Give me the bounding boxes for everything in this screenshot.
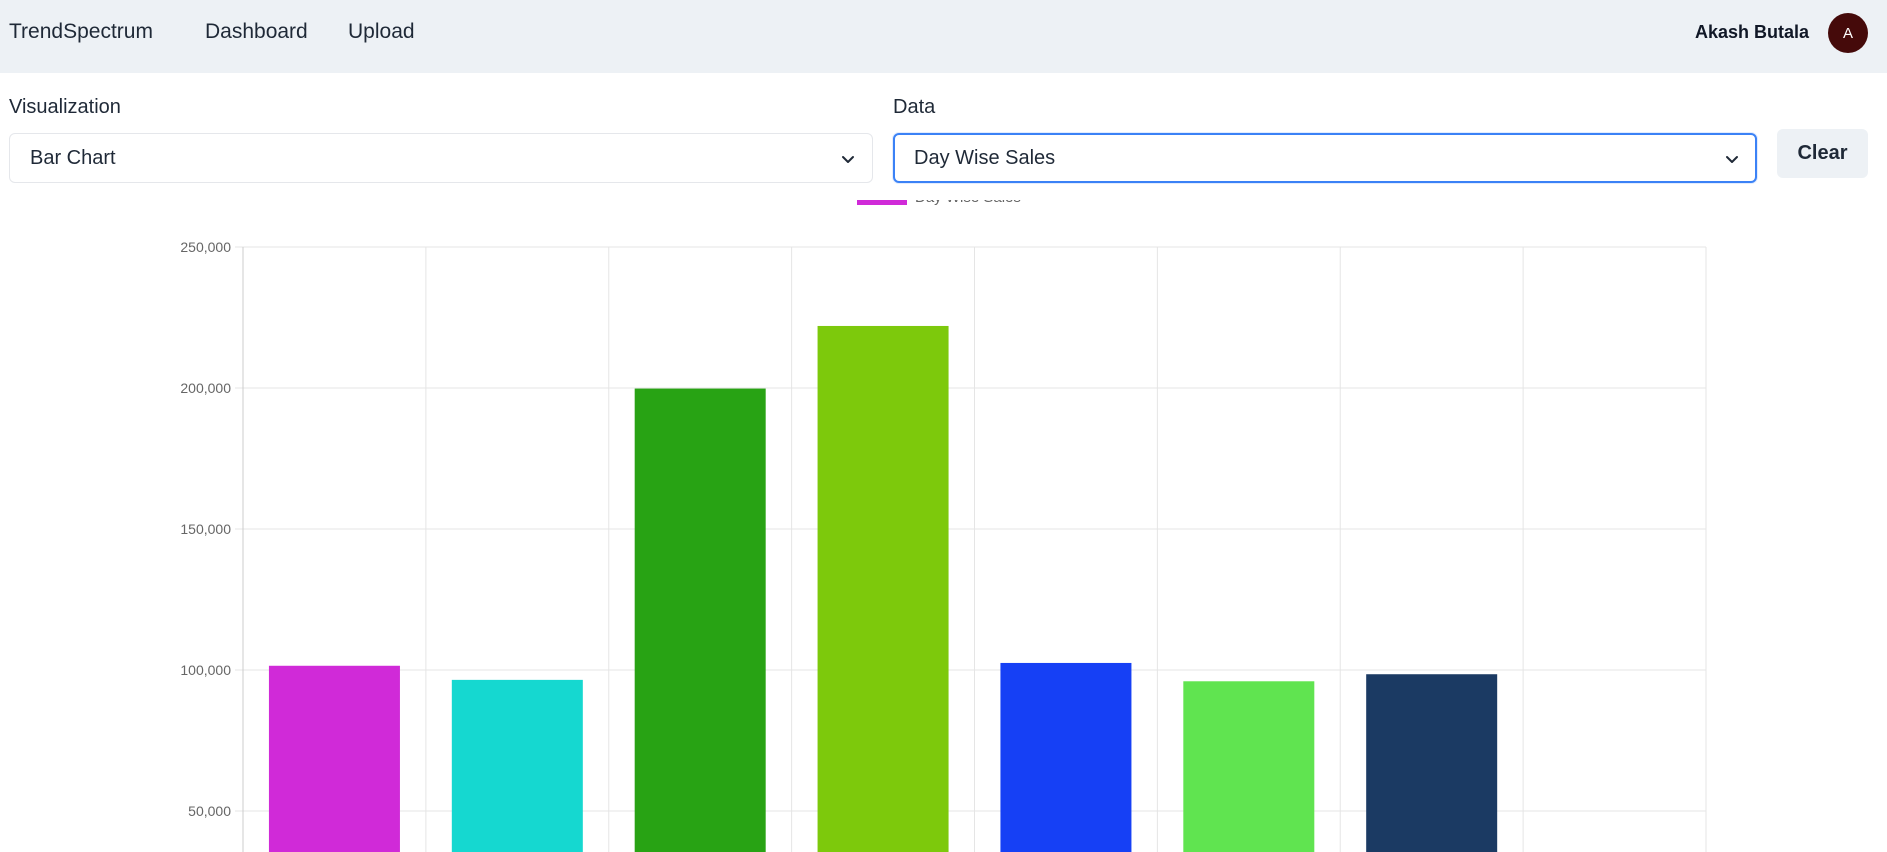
top-navbar: TrendSpectrum Dashboard Upload Akash But… xyxy=(0,0,1887,73)
visualization-label: Visualization xyxy=(9,96,121,118)
chart-container: 250,000 200,000 150,000 100,000 50,000 Day Wi… xyxy=(0,200,1887,852)
legend-label: Day Wise Sales xyxy=(915,200,1021,206)
bar xyxy=(634,388,766,852)
bar xyxy=(451,679,583,852)
y-tick-label: 150,000 xyxy=(180,521,231,537)
bar xyxy=(1000,662,1132,852)
chevron-down-icon xyxy=(842,156,854,163)
clear-button[interactable]: Clear xyxy=(1777,129,1868,178)
avatar[interactable]: A xyxy=(1828,13,1868,53)
chevron-down-icon xyxy=(1726,156,1738,163)
bar xyxy=(1366,674,1498,852)
data-select[interactable]: Day Wise Sales xyxy=(893,133,1757,183)
data-label: Data xyxy=(893,96,936,118)
legend-swatch xyxy=(857,200,907,205)
visualization-select[interactable]: Bar Chart xyxy=(9,133,873,183)
y-tick-label: 200,000 xyxy=(180,380,231,396)
bar-chart: 250,000 200,000 150,000 100,000 50,000 Day Wi… xyxy=(180,200,1707,852)
y-tick-label: 250,000 xyxy=(180,239,231,255)
visualization-select-value: Bar Chart xyxy=(30,147,116,169)
bar xyxy=(268,665,400,852)
bar xyxy=(817,325,949,852)
y-tick-label: 50,000 xyxy=(188,803,231,819)
y-tick-label: 100,000 xyxy=(180,662,231,678)
nav-link-dashboard[interactable]: Dashboard xyxy=(205,20,308,43)
data-select-value: Day Wise Sales xyxy=(914,147,1056,169)
nav-link-upload[interactable]: Upload xyxy=(348,20,415,43)
user-name[interactable]: Akash Butala xyxy=(1694,22,1809,42)
brand-logo[interactable]: TrendSpectrum xyxy=(9,20,153,43)
bar xyxy=(1183,681,1315,852)
